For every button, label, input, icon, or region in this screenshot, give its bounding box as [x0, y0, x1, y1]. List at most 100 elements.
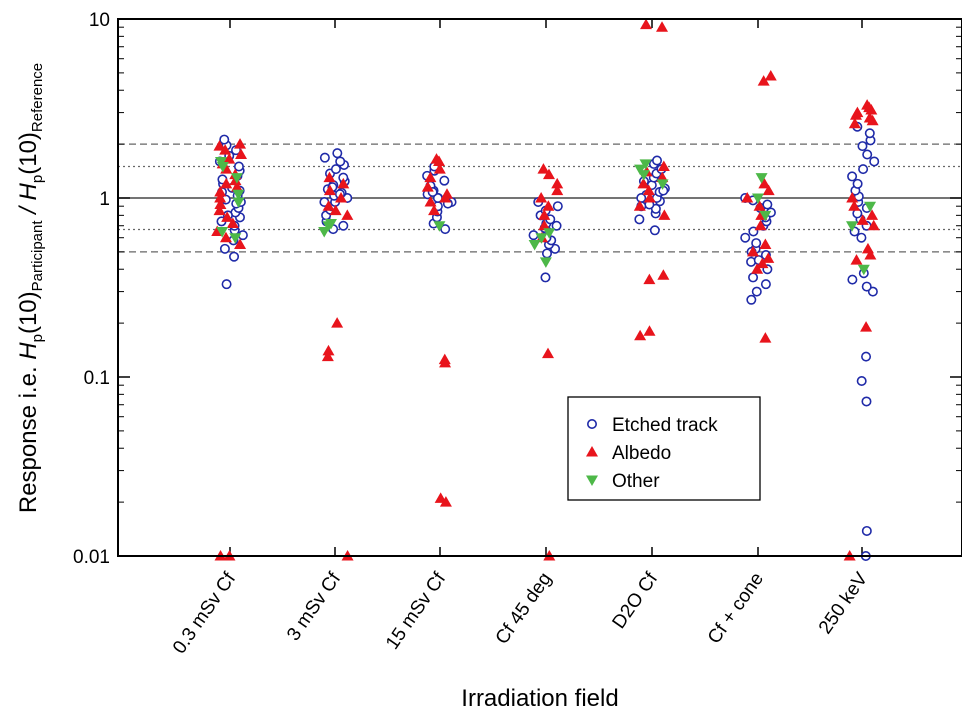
y-axis-title-slash: /: [15, 200, 42, 220]
albedo-point: [430, 153, 443, 164]
albedo-point: [226, 217, 239, 229]
albedo-point: [848, 117, 861, 129]
etched-track-point: [319, 152, 330, 163]
etched-track-point: [856, 232, 867, 243]
etched-track-point: [332, 148, 343, 159]
albedo-point: [535, 192, 548, 203]
legend-marker-albedo: [586, 446, 598, 457]
etched-track-point: [847, 171, 858, 182]
y-tick-label: 0.1: [84, 368, 110, 389]
albedo-point: [637, 177, 650, 189]
albedo-point: [322, 200, 335, 211]
albedo-point: [657, 269, 670, 280]
x-category-label: 3 mSv Cf: [283, 568, 345, 645]
albedo-point: [551, 177, 564, 189]
albedo-point: [762, 184, 775, 196]
y-axis-title-arg2: (10): [15, 132, 42, 175]
y-axis-title-prefix: Response i.e.: [15, 360, 42, 513]
legend-label-albedo: Albedo: [612, 443, 671, 464]
albedo-point: [234, 138, 247, 149]
legend-box: [567, 396, 761, 501]
etched-track-point: [746, 294, 757, 305]
y-axis-title-participant: Participant: [29, 220, 46, 292]
albedo-point: [214, 186, 227, 197]
etched-track-point: [751, 286, 762, 297]
albedo-point: [634, 329, 647, 341]
albedo-point: [866, 209, 879, 220]
albedo-point: [764, 70, 777, 81]
albedo-point: [751, 263, 764, 274]
y-tick-label: 1: [99, 189, 110, 210]
albedo-point: [439, 192, 452, 203]
albedo-point: [213, 140, 226, 151]
y-axis-title-arg1: (10): [15, 291, 42, 334]
other-point: [543, 228, 556, 239]
albedo-point: [863, 111, 876, 123]
albedo-point: [864, 249, 877, 260]
albedo-point: [762, 252, 775, 263]
etched-track-point: [861, 525, 872, 536]
other-point: [535, 233, 548, 244]
albedo-point: [759, 332, 772, 343]
other-point: [634, 164, 647, 176]
etched-track-point: [862, 149, 873, 160]
x-category-label: D2O Cf: [609, 568, 663, 633]
x-category-label: Cf + cone: [704, 569, 768, 648]
etched-track-point: [652, 155, 663, 166]
albedo-point: [424, 195, 437, 207]
albedo-point: [657, 160, 670, 171]
other-point: [857, 264, 870, 276]
etched-track-point: [649, 225, 660, 236]
albedo-point: [439, 496, 452, 507]
albedo-point: [235, 148, 248, 159]
albedo-point: [335, 192, 348, 203]
etched-track-point: [439, 175, 450, 186]
albedo-point: [323, 184, 336, 196]
albedo-point: [551, 184, 564, 196]
other-point: [656, 179, 669, 190]
albedo-point: [424, 171, 437, 183]
albedo-point: [538, 219, 551, 231]
albedo-point: [643, 273, 656, 285]
albedo-point: [753, 200, 766, 211]
y-axis-title-h2: H: [15, 182, 42, 200]
albedo-point: [542, 347, 555, 359]
albedo-point: [538, 209, 551, 220]
other-point: [864, 201, 877, 213]
other-point: [215, 156, 228, 168]
other-point: [539, 257, 552, 268]
albedo-point: [642, 184, 655, 196]
albedo-point: [421, 181, 434, 192]
albedo-point: [438, 353, 451, 365]
albedo-point: [643, 192, 656, 203]
albedo-point: [321, 350, 334, 362]
legend-marker-etched-track: [586, 418, 597, 429]
etched-track-point: [861, 396, 872, 407]
albedo-point: [658, 209, 671, 220]
albedo-point: [214, 192, 227, 203]
albedo-point: [537, 163, 550, 174]
other-point: [759, 210, 772, 222]
etched-track-point: [858, 164, 869, 175]
etched-track-point: [528, 230, 539, 241]
etched-track-point: [634, 214, 645, 225]
albedo-point: [848, 200, 861, 211]
etched-track-point: [335, 156, 346, 167]
albedo-point: [741, 192, 754, 203]
albedo-point: [861, 242, 874, 254]
albedo-point: [643, 325, 656, 336]
albedo-point: [754, 219, 767, 231]
albedo-point: [640, 18, 653, 30]
albedo-point: [337, 177, 350, 189]
other-point: [528, 239, 541, 251]
etched-track-point: [541, 248, 552, 259]
albedo-point: [850, 254, 863, 265]
y-axis-title-h1: H: [15, 342, 42, 360]
other-point: [639, 159, 652, 170]
etched-track-point: [852, 178, 863, 189]
other-point: [232, 197, 245, 208]
other-point: [751, 193, 764, 204]
other-point: [324, 219, 337, 230]
etched-track-point: [864, 128, 875, 139]
